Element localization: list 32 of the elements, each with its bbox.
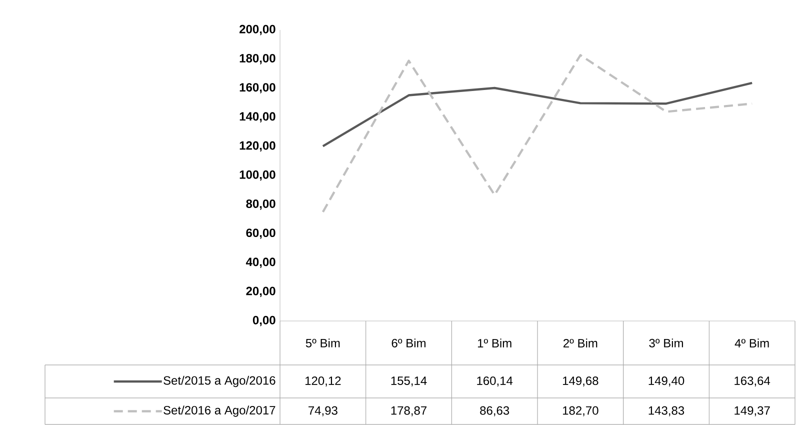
y-tick-label: 180,00 (240, 54, 276, 64)
data-label: 74,93 (308, 406, 338, 416)
x-tick-label: 2º Bim (563, 338, 598, 348)
data-label: 86,63 (480, 406, 510, 416)
data-label: 182,70 (562, 406, 598, 416)
data-label: 178,87 (391, 406, 426, 416)
data-label: 155,14 (391, 376, 427, 386)
y-tick-label: 80,00 (246, 199, 276, 210)
data-label: 149,37 (734, 406, 770, 416)
legend-label: Set/2016 a Ago/2017 (164, 406, 276, 417)
legend-label: Set/2015 a Ago/2016 (164, 376, 276, 388)
y-tick-label: 0,00 (252, 316, 276, 326)
x-tick-label: 5º Bim (306, 338, 340, 348)
y-tick-label: 160,00 (240, 83, 276, 94)
y-tick-label: 20,00 (246, 286, 276, 297)
y-tick-label: 40,00 (246, 258, 276, 268)
y-tick-label: 200,00 (240, 24, 276, 36)
data-label: 163,64 (734, 376, 770, 386)
data-label: 120,12 (305, 376, 341, 386)
line-series (322, 82, 754, 148)
data-label: 143,83 (648, 406, 684, 416)
data-label: 149,68 (562, 376, 598, 386)
y-tick-label: 120,00 (240, 141, 276, 152)
y-tick-label: 140,00 (240, 112, 276, 122)
y-tick-label: 100,00 (240, 170, 276, 181)
x-tick-label: 4º Bim (734, 338, 769, 348)
data-label: 149,40 (648, 376, 684, 386)
x-tick-label: 3º Bim (649, 338, 683, 348)
x-tick-label: 6º Bim (392, 338, 426, 348)
y-tick-label: 60,00 (246, 228, 276, 239)
data-label: 160,14 (477, 376, 513, 386)
x-tick-label: 1º Bim (478, 338, 512, 348)
